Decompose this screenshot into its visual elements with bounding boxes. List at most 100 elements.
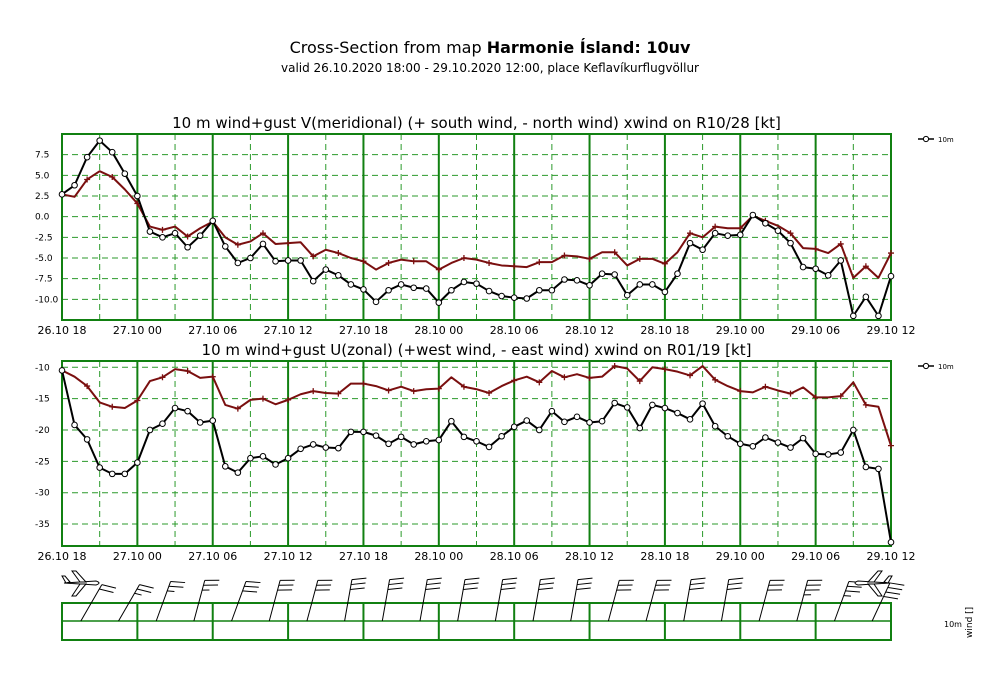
barb-feather-half bbox=[843, 595, 852, 597]
plane-fuselage bbox=[63, 580, 100, 586]
wind-barb bbox=[381, 577, 405, 622]
data-point bbox=[774, 227, 782, 235]
data-point bbox=[435, 436, 443, 444]
data-point bbox=[171, 404, 179, 412]
barb-staff bbox=[381, 579, 391, 622]
plot-frame bbox=[61, 360, 892, 547]
wind-barb bbox=[457, 577, 480, 622]
plane-fuselage bbox=[854, 580, 891, 586]
data-point bbox=[736, 231, 744, 239]
data-point bbox=[134, 397, 141, 404]
data-point bbox=[649, 401, 656, 409]
data-point bbox=[485, 443, 493, 451]
x-tick-label: 27.10 00 bbox=[113, 550, 162, 563]
x-tick-label: 29.10 06 bbox=[791, 550, 840, 563]
x-tick-label: 27.10 12 bbox=[264, 550, 313, 563]
data-point bbox=[335, 390, 342, 397]
data-point bbox=[196, 419, 204, 426]
barb-staff bbox=[344, 579, 353, 622]
barb-feather bbox=[388, 582, 404, 586]
wind-barb bbox=[532, 577, 555, 622]
data-point bbox=[209, 217, 217, 225]
y-tick-label: 5.0 bbox=[35, 171, 50, 181]
figure-subtitle: valid 26.10.2020 18:00 - 29.10.2020 12:0… bbox=[280, 61, 699, 75]
data-point bbox=[511, 377, 518, 384]
data-point bbox=[335, 444, 342, 452]
barb-feather bbox=[847, 585, 862, 588]
wind-barb bbox=[231, 581, 261, 622]
data-point bbox=[862, 293, 870, 301]
figure-header: Cross-Section from map Harmonie Ísland: … bbox=[0, 38, 980, 75]
x-tick-label: 28.10 18 bbox=[640, 324, 689, 337]
data-point bbox=[159, 234, 166, 241]
barb-feather bbox=[464, 577, 480, 581]
data-point bbox=[699, 246, 706, 254]
data-point bbox=[385, 440, 392, 448]
data-point bbox=[385, 259, 392, 266]
data-point bbox=[322, 266, 330, 273]
data-point bbox=[184, 243, 191, 251]
data-point bbox=[184, 233, 191, 240]
data-point bbox=[109, 403, 116, 410]
y-tick-label: -7.5 bbox=[35, 275, 53, 285]
plot-1 bbox=[58, 360, 934, 547]
barb-staff bbox=[457, 579, 466, 622]
data-point bbox=[762, 434, 769, 441]
barb-feather bbox=[170, 581, 186, 584]
y-tick-label: -25 bbox=[35, 457, 50, 467]
x-tick-label: 26.10 18 bbox=[38, 550, 87, 563]
data-point bbox=[687, 372, 694, 379]
data-point bbox=[661, 404, 669, 412]
data-point bbox=[209, 373, 216, 380]
plot-0-title: 10 m wind+gust V(meridional) (+ south wi… bbox=[172, 114, 781, 132]
barb-feather bbox=[538, 587, 554, 590]
data-point bbox=[134, 459, 141, 466]
data-point bbox=[623, 404, 631, 411]
data-point bbox=[486, 389, 493, 396]
plane-tail bbox=[883, 575, 893, 584]
data-point bbox=[862, 401, 869, 408]
data-point bbox=[272, 461, 279, 468]
data-point bbox=[259, 395, 266, 402]
barb-feather bbox=[887, 586, 903, 591]
data-point bbox=[711, 422, 719, 430]
x-tick-label: 27.10 18 bbox=[339, 550, 388, 563]
y-tick-label: -20 bbox=[35, 426, 50, 436]
barb-staff bbox=[118, 584, 140, 622]
data-point bbox=[674, 409, 681, 417]
data-point bbox=[523, 417, 531, 424]
plot-frame bbox=[61, 133, 892, 321]
data-point bbox=[888, 250, 894, 257]
data-point bbox=[284, 257, 292, 264]
data-point bbox=[209, 417, 217, 424]
data-point bbox=[598, 270, 606, 278]
data-point bbox=[58, 367, 66, 374]
data-point bbox=[837, 257, 845, 264]
barb-feather bbox=[389, 577, 405, 581]
data-point bbox=[134, 192, 141, 200]
data-point bbox=[862, 263, 869, 270]
barb-feather bbox=[500, 587, 516, 590]
plane-wing-top bbox=[866, 570, 883, 583]
data-point bbox=[360, 428, 367, 436]
data-point bbox=[661, 288, 669, 296]
data-point bbox=[573, 277, 581, 284]
data-point bbox=[787, 230, 794, 237]
data-point bbox=[586, 281, 593, 289]
data-point bbox=[699, 400, 706, 407]
barb-feather bbox=[387, 587, 403, 590]
data-point bbox=[410, 258, 417, 265]
data-point bbox=[196, 232, 204, 239]
data-point bbox=[234, 259, 242, 267]
data-point bbox=[435, 299, 443, 306]
figure-title-map: Harmonie Ísland: 10uv bbox=[486, 38, 691, 57]
data-point bbox=[686, 239, 694, 247]
data-point bbox=[636, 255, 643, 262]
data-point bbox=[837, 393, 844, 400]
data-point bbox=[360, 258, 367, 265]
wind-barb bbox=[570, 577, 593, 622]
wind-barb bbox=[796, 579, 823, 622]
barb-feather bbox=[539, 582, 554, 586]
data-point bbox=[812, 394, 819, 401]
